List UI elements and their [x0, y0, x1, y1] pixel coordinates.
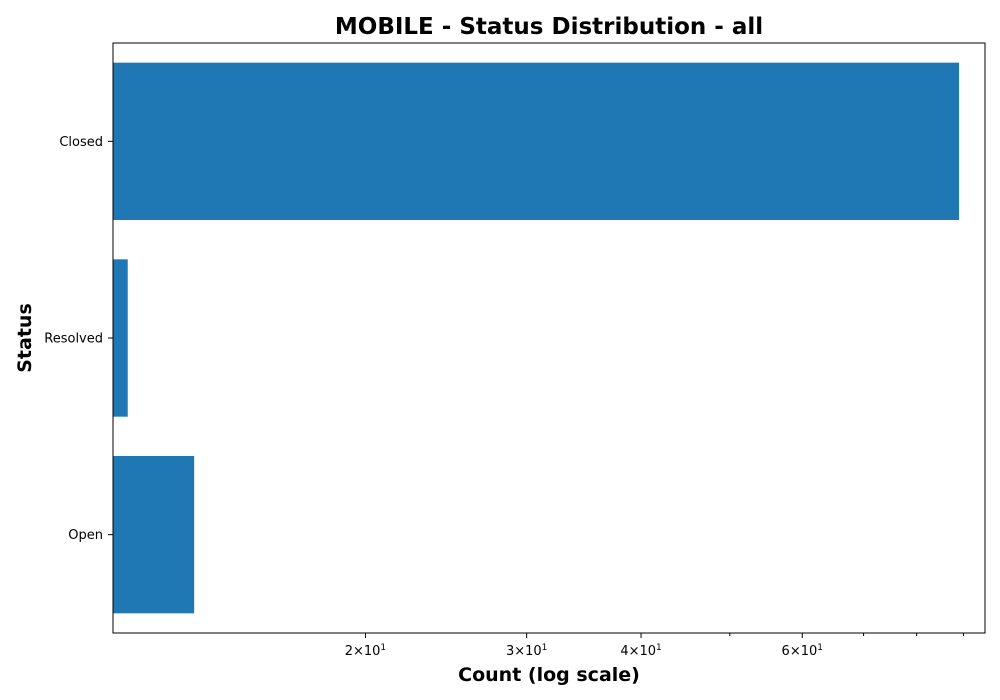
y-tick-label: Closed — [59, 135, 103, 150]
bar-closed — [113, 62, 960, 220]
y-axis: Open Resolved Closed — [44, 135, 113, 543]
bars-group — [113, 62, 960, 614]
x-tick-label: 4×101 — [620, 643, 661, 659]
x-tick-label: 6×101 — [782, 643, 823, 659]
x-tick-label: 3×101 — [506, 643, 547, 659]
bar-resolved — [113, 259, 128, 417]
x-axis-label: Count (log scale) — [458, 664, 640, 686]
x-tick-label: 2×101 — [345, 643, 386, 659]
bar-open — [113, 456, 195, 614]
x-axis: 2×101 3×101 4×101 6×101 — [345, 633, 965, 659]
y-tick-label: Open — [68, 528, 103, 543]
y-tick-label: Resolved — [44, 332, 103, 347]
y-axis-label: Status — [14, 303, 36, 373]
chart-title: MOBILE - Status Distribution - all — [335, 14, 763, 40]
